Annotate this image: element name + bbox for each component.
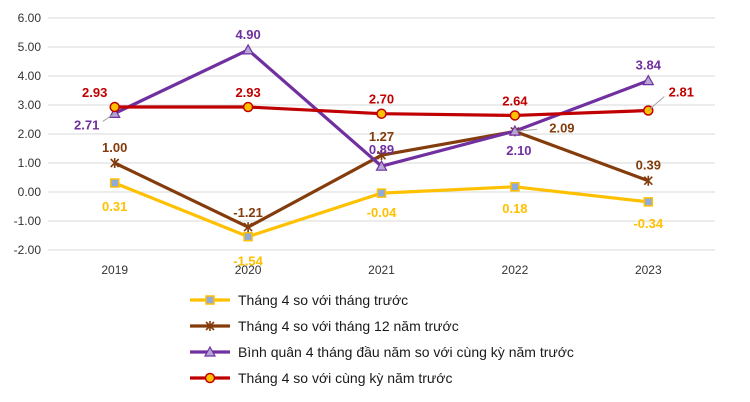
data-label: 0.31: [102, 199, 127, 214]
series-point: [243, 231, 253, 242]
leader-line: [514, 128, 537, 132]
legend-marker: [204, 372, 216, 384]
series-point: [109, 178, 120, 188]
series-point: [510, 182, 520, 192]
data-label: 2.10: [506, 143, 531, 158]
series-point: [243, 222, 253, 233]
data-label: 2.71: [74, 117, 99, 132]
series-point: [242, 43, 255, 55]
legend-label: Tháng 4 so với tháng trước: [238, 292, 408, 308]
series-point: [110, 158, 120, 168]
y-tick-label: -2.00: [14, 243, 42, 257]
x-axis-ticks: 2019 2020 2021 2022 2023: [101, 263, 662, 277]
legend: Tháng 4 so với tháng trước Tháng 4 so với…: [190, 292, 574, 386]
legend-marker: [203, 345, 217, 357]
y-axis-ticks: -2.00 -1.00 0.00 1.00 2.00 3.00 4.00 5.00 6.00: [14, 11, 42, 257]
y-tick-label: 5.00: [18, 40, 42, 54]
legend-marker: [205, 295, 215, 305]
series-point: [376, 188, 387, 198]
legend-label: Tháng 4 so với cùng kỳ năm trước: [238, 370, 452, 386]
series-point: [376, 108, 387, 119]
y-tick-label: 0.00: [18, 185, 42, 199]
series-group: [108, 43, 655, 242]
data-label: -1.54: [233, 254, 263, 269]
leader-line: [102, 112, 115, 122]
y-tick-label: 6.00: [18, 11, 42, 25]
grid-lines: [48, 17, 715, 251]
label-callouts: [102, 96, 665, 132]
data-label: -0.34: [633, 216, 663, 231]
x-tick-label: 2020: [235, 263, 262, 277]
series-point: [508, 124, 521, 136]
y-tick-label: 2.00: [18, 127, 42, 141]
data-label: 2.93: [82, 85, 107, 100]
data-label: 1.27: [369, 129, 394, 144]
y-tick-label: 3.00: [18, 98, 42, 112]
data-labels: 0.31 -1.54 -0.04 0.18 -0.34 1.00 -1.21 1.27 2.09…: [74, 27, 694, 269]
data-label: 0.18: [502, 201, 527, 216]
x-tick-label: 2019: [101, 263, 128, 277]
data-label: 3.84: [636, 58, 662, 73]
data-label: 2.81: [669, 85, 694, 100]
data-label: 2.09: [549, 120, 574, 135]
data-label: 2.64: [502, 93, 528, 108]
leader-line: [647, 96, 665, 111]
x-tick-label: 2022: [502, 263, 529, 277]
series-point: [242, 101, 254, 113]
series-point: [642, 74, 655, 86]
data-label: 0.39: [636, 158, 661, 173]
data-label: -1.21: [233, 205, 263, 220]
y-tick-label: 4.00: [18, 69, 42, 83]
x-tick-label: 2023: [635, 263, 662, 277]
y-tick-label: -1.00: [14, 214, 42, 228]
legend-marker: [205, 321, 215, 331]
data-label: 2.70: [369, 92, 394, 107]
series-point: [375, 159, 388, 171]
y-tick-label: 1.00: [18, 156, 42, 170]
series-point: [509, 110, 521, 121]
series-point: [109, 101, 120, 113]
legend-label: Bình quân 4 tháng đầu năm so với cùng kỳ…: [238, 344, 574, 360]
legend-label: Tháng 4 so với tháng 12 năm trước: [238, 318, 459, 334]
x-tick-label: 2021: [368, 263, 395, 277]
data-label: 1.00: [102, 140, 127, 155]
series-point: [643, 197, 654, 207]
series-point: [376, 150, 387, 161]
data-label: -0.04: [367, 205, 397, 220]
data-label: 4.90: [235, 27, 260, 42]
data-label: 2.93: [235, 85, 260, 100]
series-point: [643, 175, 653, 186]
data-label: 0.89: [369, 142, 394, 157]
